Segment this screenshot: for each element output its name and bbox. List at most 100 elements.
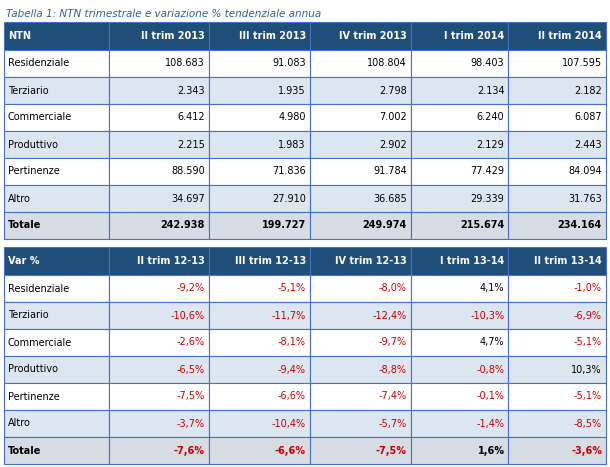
Bar (209, 410, 310, 437)
Bar (209, 22, 310, 50)
Bar (310, 437, 411, 464)
Text: 6.240: 6.240 (477, 113, 504, 122)
Bar (209, 302, 310, 329)
Bar (4, 212, 109, 239)
Bar (411, 131, 509, 158)
Bar (109, 247, 209, 275)
Text: -8,0%: -8,0% (379, 283, 407, 293)
Text: 84.094: 84.094 (569, 167, 602, 177)
Bar (411, 302, 509, 329)
Bar (310, 50, 411, 77)
Bar (4, 356, 109, 383)
Text: -9,4%: -9,4% (278, 365, 306, 375)
Bar (509, 77, 606, 104)
Text: -3,6%: -3,6% (571, 446, 602, 455)
Text: 1.983: 1.983 (278, 140, 306, 149)
Text: -5,1%: -5,1% (574, 391, 602, 402)
Bar (411, 383, 509, 410)
Text: 36.685: 36.685 (373, 193, 407, 204)
Bar (310, 185, 411, 212)
Bar (209, 131, 310, 158)
Text: 10,3%: 10,3% (572, 365, 602, 375)
Bar (109, 104, 209, 131)
Text: -5,7%: -5,7% (379, 418, 407, 429)
Text: Produttivo: Produttivo (8, 365, 58, 375)
Text: 4.980: 4.980 (278, 113, 306, 122)
Bar (109, 275, 209, 302)
Text: 2.182: 2.182 (574, 85, 602, 95)
Bar (4, 22, 109, 50)
Text: Totale: Totale (8, 446, 41, 455)
Text: -6,6%: -6,6% (278, 391, 306, 402)
Bar (310, 77, 411, 104)
Bar (109, 302, 209, 329)
Bar (209, 383, 310, 410)
Bar (509, 247, 606, 275)
Text: 4,1%: 4,1% (480, 283, 504, 293)
Text: 108.804: 108.804 (367, 58, 407, 69)
Text: 1,6%: 1,6% (478, 446, 504, 455)
Text: -6,6%: -6,6% (275, 446, 306, 455)
Text: Tabella 1: NTN trimestrale e variazione % tendenziale annua: Tabella 1: NTN trimestrale e variazione … (6, 9, 321, 19)
Bar (209, 329, 310, 356)
Text: -8,5%: -8,5% (574, 418, 602, 429)
Bar (209, 185, 310, 212)
Bar (4, 77, 109, 104)
Text: -9,2%: -9,2% (176, 283, 205, 293)
Bar (209, 275, 310, 302)
Bar (4, 275, 109, 302)
Bar (411, 275, 509, 302)
Text: 199.727: 199.727 (262, 220, 306, 231)
Text: -6,9%: -6,9% (574, 311, 602, 320)
Text: 77.429: 77.429 (470, 167, 504, 177)
Bar (109, 50, 209, 77)
Bar (4, 302, 109, 329)
Text: -1,0%: -1,0% (574, 283, 602, 293)
Bar (109, 131, 209, 158)
Bar (209, 437, 310, 464)
Text: 2.443: 2.443 (575, 140, 602, 149)
Bar (509, 275, 606, 302)
Bar (209, 50, 310, 77)
Bar (209, 212, 310, 239)
Bar (4, 104, 109, 131)
Text: I trim 13-14: I trim 13-14 (440, 256, 504, 266)
Text: 4,7%: 4,7% (480, 338, 504, 347)
Text: Produttivo: Produttivo (8, 140, 58, 149)
Bar (411, 437, 509, 464)
Bar (509, 329, 606, 356)
Bar (509, 131, 606, 158)
Bar (109, 329, 209, 356)
Text: 71.836: 71.836 (272, 167, 306, 177)
Text: 7.002: 7.002 (379, 113, 407, 122)
Text: -10,4%: -10,4% (271, 418, 306, 429)
Bar (310, 356, 411, 383)
Text: -0,1%: -0,1% (476, 391, 504, 402)
Text: -7,4%: -7,4% (379, 391, 407, 402)
Text: 107.595: 107.595 (562, 58, 602, 69)
Text: II trim 12-13: II trim 12-13 (137, 256, 205, 266)
Bar (4, 437, 109, 464)
Bar (310, 158, 411, 185)
Bar (109, 185, 209, 212)
Bar (4, 383, 109, 410)
Text: Terziario: Terziario (8, 85, 49, 95)
Bar (4, 329, 109, 356)
Text: Totale: Totale (8, 220, 41, 231)
Text: IV trim 2013: IV trim 2013 (339, 31, 407, 41)
Bar (310, 329, 411, 356)
Text: 234.164: 234.164 (558, 220, 602, 231)
Text: Pertinenze: Pertinenze (8, 167, 60, 177)
Bar (109, 22, 209, 50)
Text: Altro: Altro (8, 418, 31, 429)
Bar (411, 77, 509, 104)
Bar (509, 22, 606, 50)
Text: -7,5%: -7,5% (376, 446, 407, 455)
Bar (509, 383, 606, 410)
Text: II trim 13-14: II trim 13-14 (534, 256, 602, 266)
Bar (411, 22, 509, 50)
Bar (411, 158, 509, 185)
Text: Residenziale: Residenziale (8, 58, 70, 69)
Bar (509, 158, 606, 185)
Text: -2,6%: -2,6% (176, 338, 205, 347)
